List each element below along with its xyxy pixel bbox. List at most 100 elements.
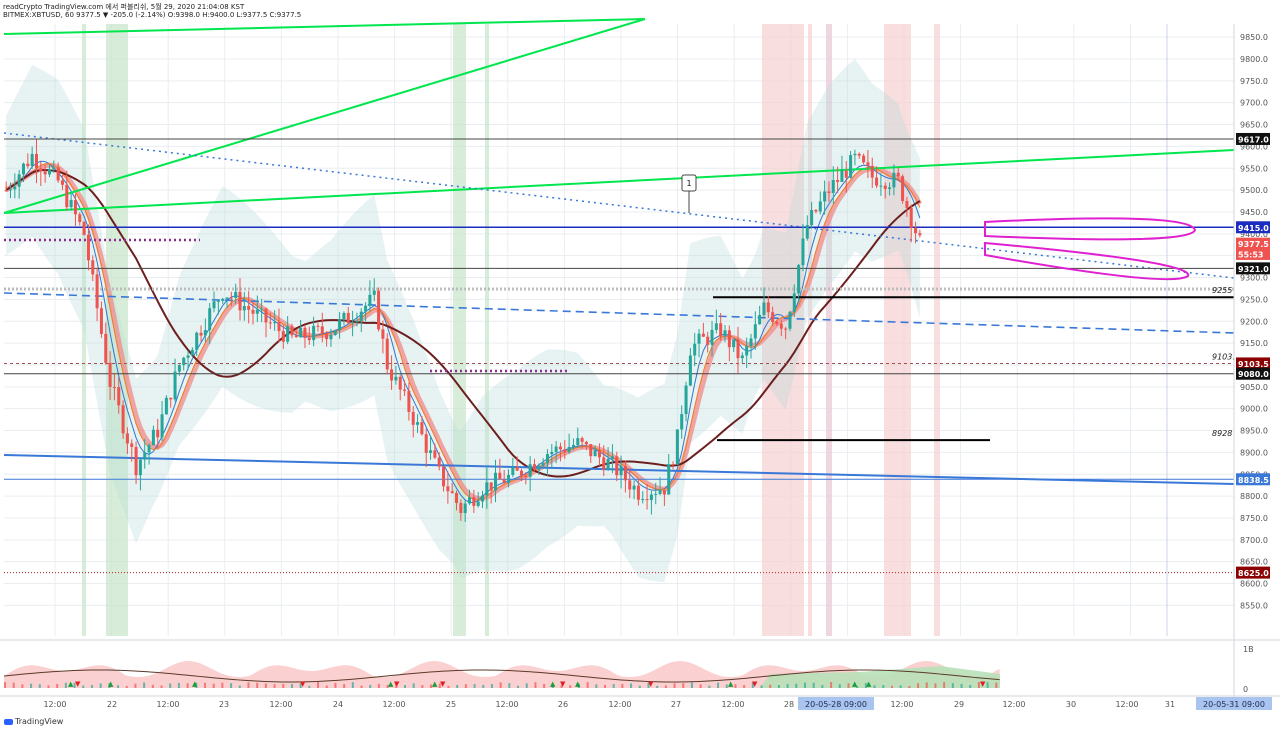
- volume-bar: [630, 683, 633, 688]
- candle: [47, 169, 51, 175]
- volume-bar: [404, 685, 406, 688]
- candle: [351, 322, 355, 324]
- candle: [701, 333, 705, 337]
- time-axis-label: 20-05-31 09:00: [1203, 700, 1265, 709]
- candle: [541, 463, 545, 466]
- candle: [268, 322, 272, 324]
- candle: [862, 155, 866, 163]
- oscillator-axis-label: 1B: [1243, 645, 1254, 654]
- volume-bar: [377, 683, 380, 688]
- volume-bar: [160, 685, 163, 688]
- candle: [229, 297, 233, 299]
- candle: [437, 457, 441, 467]
- segment-level-label: 9103.5: [1212, 352, 1240, 361]
- candle: [91, 260, 95, 275]
- volume-bar: [299, 683, 302, 688]
- signal-marker: ▲: [550, 680, 556, 688]
- price-axis-label: 8800.0: [1240, 492, 1268, 501]
- candle: [143, 452, 147, 460]
- candle: [338, 319, 342, 331]
- candle: [221, 298, 225, 301]
- volume-bar: [699, 684, 702, 688]
- volume-bar: [430, 684, 433, 688]
- volume-bar: [499, 682, 502, 688]
- candle: [580, 438, 584, 442]
- candle: [199, 332, 203, 336]
- candle: [528, 464, 532, 477]
- candles: [4, 139, 922, 522]
- candle: [208, 308, 212, 331]
- candle: [693, 343, 697, 356]
- candle: [779, 323, 783, 329]
- candle: [78, 214, 82, 223]
- candle: [909, 207, 913, 228]
- candle: [17, 174, 21, 187]
- candle: [771, 312, 775, 323]
- annotation-flag-label: 1: [687, 179, 692, 188]
- candle: [385, 338, 389, 370]
- price-tag: [1236, 132, 1270, 145]
- volume-bar: [751, 682, 754, 688]
- candle: [810, 210, 814, 226]
- candle: [247, 305, 251, 310]
- candle: [429, 450, 433, 453]
- volume-bar: [317, 682, 320, 688]
- candle: [727, 330, 731, 348]
- candle: [519, 470, 524, 477]
- candle: [442, 466, 446, 487]
- volume-bar: [473, 684, 476, 688]
- price-axis-label: 9200.0: [1240, 317, 1268, 326]
- candle: [138, 459, 142, 476]
- candle: [567, 446, 571, 453]
- candle: [403, 389, 407, 391]
- candle: [636, 485, 640, 500]
- price-tag-label: 55:53: [1238, 250, 1263, 259]
- volume-bar: [82, 685, 85, 688]
- signal-marker: ▲: [108, 680, 114, 688]
- candle: [69, 200, 73, 208]
- candle: [784, 328, 788, 330]
- candle: [836, 180, 840, 182]
- volume-bar: [864, 682, 867, 688]
- annotation-flag: [681, 174, 697, 192]
- volume-bar: [447, 685, 450, 688]
- volume-bar: [151, 684, 154, 688]
- candle: [827, 191, 831, 193]
- volume-bar: [290, 684, 293, 688]
- volume-bar: [621, 683, 624, 688]
- candle: [606, 458, 610, 470]
- candle: [424, 434, 428, 453]
- price-tag: [1236, 247, 1270, 260]
- segment-level-label: 8928: [1212, 429, 1232, 438]
- volume-bar: [369, 684, 372, 688]
- candle: [398, 376, 402, 390]
- candle: [320, 326, 324, 334]
- candle: [86, 234, 90, 261]
- candle: [329, 334, 333, 340]
- signal-marker: ▲: [575, 680, 581, 688]
- candle: [671, 464, 675, 466]
- candle: [597, 450, 601, 458]
- session-band: [808, 24, 812, 636]
- signal-marker: ▼: [752, 680, 758, 688]
- price-tag-label: 9080.0: [1238, 370, 1269, 379]
- candle: [537, 465, 541, 470]
- candle: [307, 338, 311, 341]
- session-band: [934, 24, 940, 636]
- volume-bar: [273, 684, 276, 688]
- highlight-ellipse: [984, 241, 1190, 281]
- trendline-green: [3, 149, 1235, 214]
- candle: [797, 265, 801, 294]
- price-tag-label: 9377.5: [1238, 240, 1269, 249]
- volume-bar: [464, 684, 467, 688]
- volume-bar: [595, 684, 598, 688]
- price-axis-label: 9500.0: [1240, 186, 1268, 195]
- trendline-green: [3, 18, 646, 214]
- volume-bar: [960, 683, 963, 688]
- candle: [615, 456, 619, 476]
- volume-bar: [899, 685, 902, 688]
- signal-marker: ▲: [866, 680, 872, 688]
- tradingview-footer[interactable]: TradingView: [4, 717, 63, 726]
- candle: [892, 172, 896, 188]
